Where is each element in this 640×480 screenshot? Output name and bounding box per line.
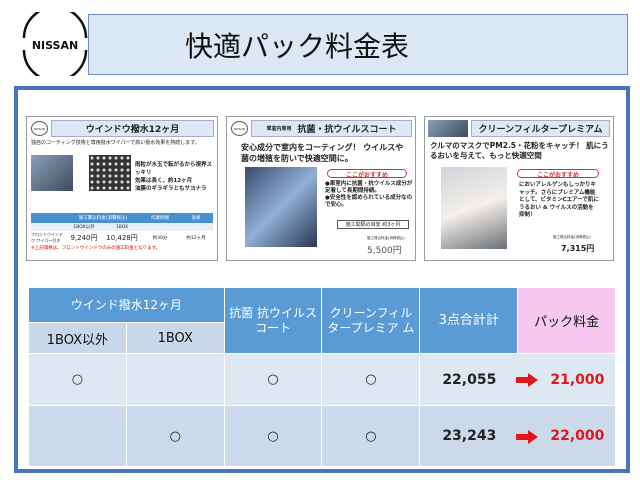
recommend-badge: ここがおすすめ bbox=[517, 169, 599, 179]
title-text: 快適パック料金表 bbox=[185, 29, 410, 63]
time: 約30分 bbox=[152, 236, 168, 241]
card-title: 抗菌・抗ウイルスコート bbox=[297, 125, 397, 135]
cell: ○ bbox=[28, 353, 127, 406]
price-label: 施工費込料金(消費税込) bbox=[367, 236, 405, 240]
card-desc: 独自のコーティング技術と専用撥水ワイパーで高い撥水効果を持続します。 bbox=[31, 140, 200, 146]
point: ●車室内に抗菌・抗ウイルス成分が定着して長期間持続。 bbox=[325, 181, 413, 194]
table-row: ○ ○ ○ 22,055 21,000 bbox=[28, 353, 616, 406]
th-1box: 1BOX bbox=[125, 322, 225, 354]
th: 1BOX bbox=[115, 224, 129, 230]
cell: ○ bbox=[321, 405, 421, 467]
svg-text:NISSAN: NISSAN bbox=[32, 39, 78, 52]
card-window-coating: NISSAN ウインドウ撥水12ヶ月 独自のコーティング技術と専用撥水ワイパーで… bbox=[26, 116, 218, 261]
price: 7,315円 bbox=[561, 244, 595, 253]
total-price: 22,055 bbox=[442, 371, 497, 388]
woman-image bbox=[441, 167, 507, 249]
cell: ○ bbox=[223, 353, 323, 406]
cell bbox=[125, 353, 225, 406]
th: 施工費込料金(消費税込) bbox=[78, 216, 128, 221]
card-title: ウインドウ撥水12ヶ月 bbox=[51, 120, 214, 137]
arrow-right-icon bbox=[516, 429, 539, 444]
duration: 施工間隔の目安 約3ヶ月 bbox=[337, 220, 409, 229]
price: 5,500円 bbox=[367, 246, 402, 256]
after-image bbox=[89, 155, 131, 191]
effect: 約12ヶ月 bbox=[186, 236, 206, 241]
nissan-mini-logo: NISSAN bbox=[31, 121, 48, 136]
card-tag: 車室内専用 bbox=[266, 126, 292, 132]
arrow-right-icon bbox=[516, 373, 539, 387]
content-panel: NISSAN ウインドウ撥水12ヶ月 独自のコーティング技術と専用撥水ワイパーで… bbox=[14, 86, 630, 473]
th-clean-filter: クリーンフィル タープレミア ム bbox=[321, 287, 421, 354]
card-antibacterial: NISSAN 車室内専用 抗菌・抗ウイルスコート 安心成分で室内をコーティング！ … bbox=[226, 116, 416, 261]
cell: ○ bbox=[223, 405, 323, 467]
th-pack-price: パック料金 bbox=[517, 287, 616, 354]
card-title: クリーンフィルタープレミアム bbox=[471, 120, 610, 137]
note: ※上記価格は、フロントウインドウのみの施工料金となります。 bbox=[31, 246, 161, 251]
pack-price: 22,000 bbox=[550, 428, 605, 444]
recommend-badge: ここがおすすめ bbox=[327, 169, 407, 179]
th: 効果 bbox=[191, 216, 201, 221]
row-label: フロントウインドウ ワイパー付き bbox=[31, 232, 63, 243]
price-table: ウインド撥水12ヶ月 抗菌 抗ウイルス コート クリーンフィル タープレミア ム… bbox=[28, 287, 616, 467]
cell: ○ bbox=[125, 405, 225, 467]
point: 効果は長く、約12ヶ月 bbox=[135, 178, 193, 184]
nissan-logo: NISSAN bbox=[14, 5, 96, 83]
page-title: 快適パック料金表 bbox=[88, 14, 628, 75]
th: 作業時間 bbox=[151, 216, 169, 221]
price: 9,240円 bbox=[70, 234, 98, 242]
card-body: においアレルゲンもしっかりキャッチ。さらにプレミアム機能として、ビタミンCエアー… bbox=[519, 182, 599, 218]
th: 1BOX以外 bbox=[73, 225, 95, 230]
pack-price: 21,000 bbox=[550, 371, 605, 388]
before-image bbox=[31, 155, 73, 191]
total-price: 23,243 bbox=[442, 428, 497, 444]
th-antibacterial: 抗菌 抗ウイルス コート bbox=[223, 287, 323, 354]
th-total: 3点合計計 bbox=[419, 287, 519, 354]
price: 10,428円 bbox=[106, 234, 138, 242]
card-clean-filter: クリーンフィルタープレミアム クルマのマスクでPM2.5・花粉をキャッチ！ 肌に… bbox=[424, 116, 614, 261]
nissan-mini-logo: NISSAN bbox=[231, 121, 248, 136]
table-row: ○ ○ ○ 23,243 22,000 bbox=[28, 405, 616, 467]
card-lead: クルマのマスクでPM2.5・花粉をキャッチ！ 肌にうるおいを与えて、もっと快適空… bbox=[430, 141, 609, 160]
th-window-coating: ウインド撥水12ヶ月 bbox=[28, 287, 225, 323]
seat-image bbox=[245, 167, 317, 247]
point: 油膜のギラギラともサヨナラ bbox=[135, 186, 207, 192]
cell bbox=[28, 405, 127, 467]
point: 雨粒が水玉で転がるから視界スッキリ bbox=[135, 162, 213, 176]
price-label: 施工費込料金(消費税込) bbox=[553, 235, 591, 239]
card-lead: 安心成分で室内をコーティング！ ウイルスや菌の増殖を防いで快適空間に。 bbox=[241, 143, 404, 163]
car-thumbnail bbox=[428, 120, 468, 137]
th-non-1box: 1BOX以外 bbox=[28, 322, 127, 354]
cell: ○ bbox=[321, 353, 421, 406]
point: ●安全性を認められている成分なので安心。 bbox=[325, 195, 413, 208]
